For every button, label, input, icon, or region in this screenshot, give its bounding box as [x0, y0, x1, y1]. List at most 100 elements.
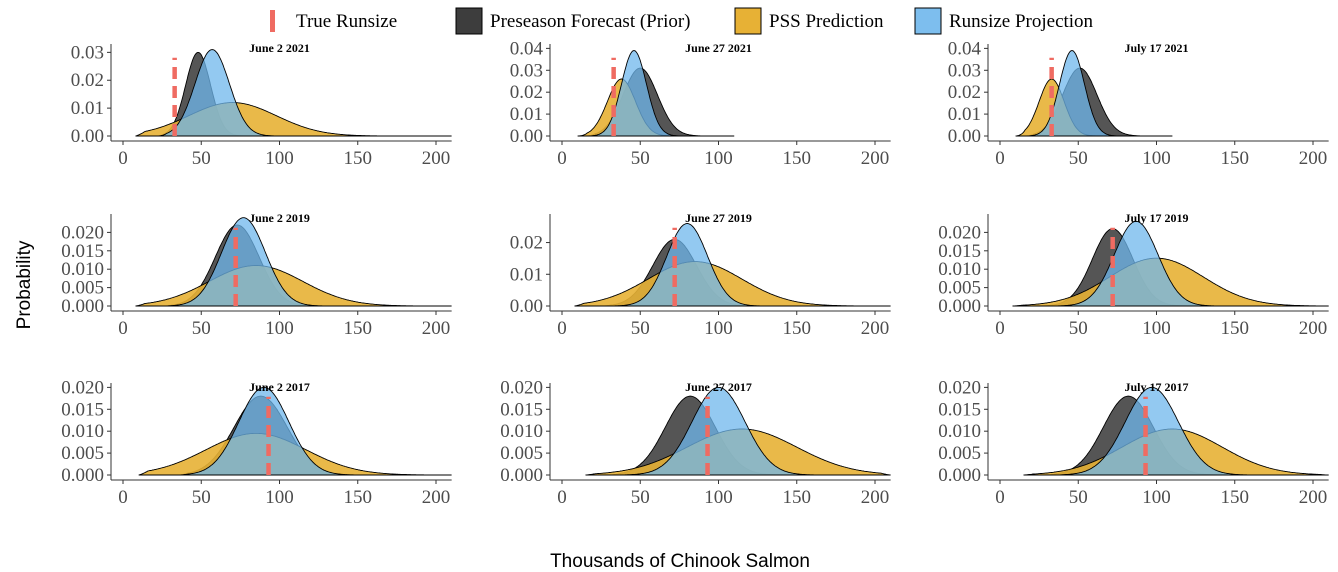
x-tick-label: 0 — [995, 148, 1005, 169]
density-proj — [616, 386, 844, 476]
y-tick-label: 0.000 — [61, 296, 104, 317]
y-tick-label: 0.01 — [948, 104, 981, 125]
legend-label-prior: Preseason Forecast (Prior) — [490, 11, 691, 32]
x-tick-label: 50 — [631, 318, 650, 339]
x-tick-label: 0 — [118, 318, 128, 339]
legend-label-true: True Runsize — [296, 11, 397, 32]
legend-item-prior: Preseason Forecast (Prior) — [455, 7, 691, 35]
x-tick-label: 100 — [265, 318, 294, 339]
y-tick-label: 0.005 — [938, 278, 981, 299]
y-tick-label: 0.00 — [510, 296, 543, 317]
density-proj — [157, 49, 303, 137]
y-tick-label: 0.020 — [938, 222, 981, 243]
panel-title: July 17 2021 — [1124, 41, 1188, 55]
y-tick-label: 0.000 — [938, 296, 981, 317]
x-tick-label: 150 — [783, 318, 812, 339]
y-tick-label: 0.02 — [948, 82, 981, 103]
x-tick-label: 150 — [1221, 318, 1250, 339]
panel-june-2-2021: 0.00 0.01 0.02 0.03 0 50 100 150 200 June 2 2021 — [71, 41, 452, 169]
y-tick-label: 0.000 — [61, 465, 104, 486]
density-proj — [162, 217, 358, 307]
x-tick-label: 200 — [1299, 487, 1328, 508]
panel-title: June 27 2019 — [685, 211, 752, 225]
x-tick-label: 50 — [192, 148, 211, 169]
y-tick-label: 0.015 — [500, 399, 543, 420]
x-tick-label: 50 — [1069, 148, 1088, 169]
x-tick-label: 0 — [118, 487, 128, 508]
density-proj — [177, 386, 405, 476]
panel-title: June 2 2017 — [249, 380, 310, 394]
y-tick-label: 0.005 — [938, 443, 981, 464]
density-proj — [585, 50, 735, 137]
y-tick-label: 0.005 — [61, 443, 104, 464]
x-tick-label: 100 — [265, 148, 294, 169]
y-tick-label: 0.03 — [71, 42, 104, 63]
y-tick-label: 0.04 — [948, 38, 982, 59]
x-tick-label: 200 — [861, 148, 890, 169]
y-tick-label: 0.000 — [500, 465, 543, 486]
x-tick-label: 0 — [557, 148, 567, 169]
x-tick-label: 100 — [1142, 318, 1171, 339]
panel-june-27-2019: 0.00 0.01 0.02 0 50 100 150 200 June 27 2019 — [510, 211, 891, 339]
x-tick-label: 100 — [1142, 487, 1171, 508]
y-tick-label: 0.015 — [61, 399, 104, 420]
x-tick-label: 50 — [1069, 487, 1088, 508]
y-tick-label: 0.00 — [948, 126, 981, 147]
x-tick-label: 100 — [704, 148, 733, 169]
x-tick-label: 150 — [1221, 487, 1250, 508]
x-tick-label: 150 — [344, 318, 373, 339]
y-tick-label: 0.010 — [500, 421, 543, 442]
x-tick-label: 200 — [861, 318, 890, 339]
y-tick-label: 0.015 — [938, 241, 981, 262]
y-tick-label: 0.01 — [510, 104, 543, 125]
x-tick-label: 0 — [557, 318, 567, 339]
x-tick-label: 0 — [557, 487, 567, 508]
y-tick-label: 0.00 — [71, 126, 104, 147]
y-tick-label: 0.010 — [61, 421, 104, 442]
panel-july-17-2021: 0.000.010.020.030.04 0 50 100 150 200 July 17 … — [948, 38, 1329, 169]
y-tick-label: 0.005 — [500, 443, 543, 464]
y-tick-label: 0.005 — [61, 278, 104, 299]
x-axis-title: Thousands of Chinook Salmon — [550, 551, 810, 572]
x-tick-label: 0 — [118, 148, 128, 169]
y-tick-label: 0.020 — [61, 377, 104, 398]
legend-key-prior — [455, 7, 483, 35]
density-proj — [1039, 220, 1235, 307]
panel-june-27-2021: 0.000.010.020.030.04 0 50 100 150 200 June 27 … — [510, 38, 891, 169]
x-tick-label: 200 — [1299, 148, 1328, 169]
density-proj — [601, 223, 797, 307]
legend-label-pss: PSS Prediction — [769, 11, 884, 32]
y-tick-label: 0.02 — [510, 82, 543, 103]
x-tick-label: 0 — [995, 487, 1005, 508]
y-tick-label: 0.010 — [938, 421, 981, 442]
x-tick-label: 50 — [192, 487, 211, 508]
panel-title: July 17 2019 — [1124, 211, 1188, 225]
legend-key-true — [270, 10, 275, 32]
x-tick-label: 0 — [995, 318, 1005, 339]
x-tick-label: 100 — [265, 487, 294, 508]
panel-title: June 27 2021 — [685, 41, 752, 55]
x-tick-label: 150 — [344, 487, 373, 508]
density-proj — [1054, 386, 1282, 476]
y-tick-label: 0.020 — [938, 377, 981, 398]
y-tick-label: 0.015 — [61, 241, 104, 262]
x-tick-label: 200 — [422, 148, 451, 169]
x-tick-label: 100 — [704, 318, 733, 339]
density-proj — [1023, 50, 1173, 137]
x-tick-label: 50 — [192, 318, 211, 339]
x-tick-label: 200 — [422, 487, 451, 508]
panel-title: July 17 2017 — [1124, 380, 1188, 394]
y-tick-label: 0.020 — [500, 377, 543, 398]
y-tick-label: 0.01 — [71, 98, 104, 119]
y-tick-label: 0.02 — [71, 70, 104, 91]
legend-item-proj: Runsize Projection — [914, 7, 1094, 35]
x-tick-label: 200 — [861, 487, 890, 508]
panel-title: June 2 2021 — [249, 41, 310, 55]
x-tick-label: 200 — [1299, 318, 1328, 339]
legend-item-pss: PSS Prediction — [734, 7, 884, 35]
